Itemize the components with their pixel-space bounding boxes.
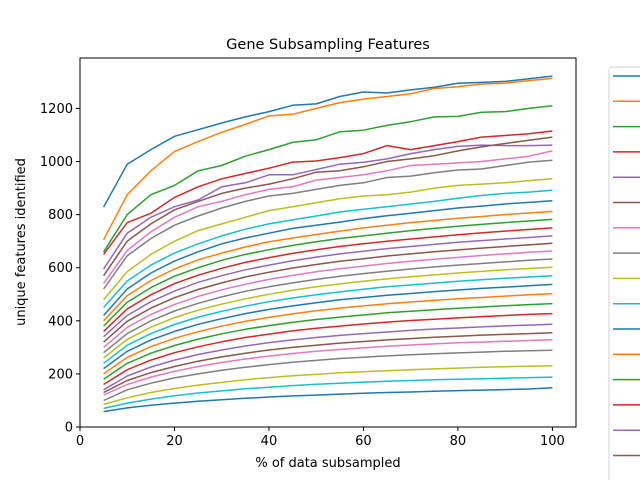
series-line: [103, 376, 553, 410]
series-line: [103, 189, 553, 308]
x-axis: 0 20 40 60 80 100: [76, 427, 565, 449]
series-line: [102, 130, 553, 255]
x-tick-label: 40: [261, 434, 278, 449]
legend: [608, 66, 640, 480]
series-line: [103, 312, 553, 386]
series-line: [103, 323, 553, 391]
y-tick-label: 1200: [40, 102, 73, 117]
x-tick-label: 100: [540, 434, 565, 449]
series-line: [103, 266, 553, 359]
x-tick-label: 0: [76, 434, 84, 449]
series-line: [103, 210, 553, 322]
series-line: [103, 258, 553, 354]
series-line: [103, 283, 553, 370]
series-line: [102, 75, 553, 208]
series-line: [103, 338, 553, 396]
y-tick-label: 0: [65, 421, 73, 436]
y-tick-label: 800: [48, 208, 73, 223]
series-line: [103, 235, 553, 338]
series-line: [103, 274, 553, 364]
series-line: [102, 136, 553, 277]
y-axis-label: unique features identified: [14, 158, 29, 326]
series-group: [102, 75, 553, 413]
series-line: [103, 178, 553, 301]
x-tick-label: 80: [450, 434, 467, 449]
series-line: [103, 386, 553, 413]
y-tick-label: 600: [48, 261, 73, 276]
series-line: [102, 150, 553, 285]
series-line: [102, 77, 553, 241]
y-axis: 0 200 400 600 800 1000 1200: [40, 102, 80, 436]
chart-title: Gene Subsampling Features: [226, 37, 430, 53]
series-line: [102, 144, 553, 270]
y-tick-label: 400: [48, 314, 73, 329]
series-line: [103, 227, 553, 332]
series-line: [103, 302, 553, 380]
series-line: [103, 292, 553, 375]
y-tick-label: 200: [48, 367, 73, 382]
series-line: [103, 332, 553, 394]
plot-frame: [79, 57, 577, 428]
series-line: [103, 242, 553, 343]
series-line: [103, 349, 553, 402]
series-line: [103, 200, 553, 316]
series-line: [103, 364, 553, 406]
x-axis-label: % of data subsampled: [255, 456, 400, 471]
series-line: [102, 105, 553, 253]
y-tick-label: 1000: [40, 155, 73, 170]
series-line: [102, 159, 553, 290]
x-tick-label: 60: [355, 434, 372, 449]
series-line: [103, 218, 553, 327]
x-tick-label: 20: [166, 434, 183, 449]
legend-frame: [608, 66, 640, 480]
series-line: [103, 250, 553, 348]
